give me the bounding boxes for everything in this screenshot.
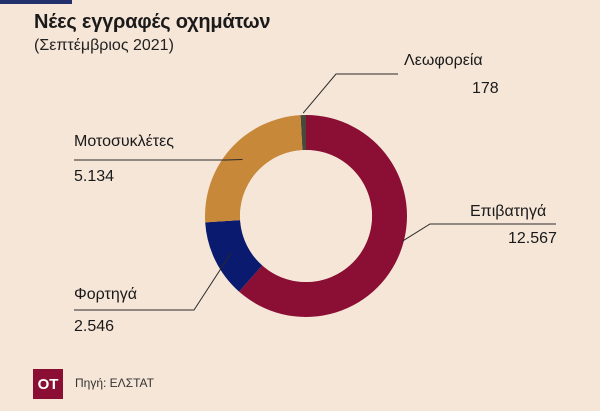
leader-buses [302, 73, 398, 114]
slice-buses [300, 115, 306, 151]
slice-passenger-cars [239, 115, 407, 317]
source-note: Πηγή: ΕΛΣΤΑΤ [75, 376, 155, 390]
value-passenger-cars: 12.567 [508, 230, 557, 247]
slice-trucks [205, 220, 263, 292]
value-buses: 178 [472, 80, 499, 97]
value-trucks: 2.546 [74, 318, 115, 335]
chart-subtitle: (Σεπτέμβριος 2021) [34, 37, 174, 54]
brand-logo: ΟΤ [33, 369, 63, 399]
label-passenger-cars: Επιβατηγά [470, 203, 547, 220]
donut-hole [240, 150, 372, 282]
top-accent-bar [0, 0, 72, 4]
label-trucks: Φορτηγά [74, 286, 138, 303]
slice-motorcycles [205, 115, 303, 223]
label-motorcycles: Μοτοσυκλέτες [74, 133, 174, 150]
leader-trucks [74, 252, 232, 311]
label-buses: Λεωφορεία [404, 52, 483, 69]
leader-passenger-cars [402, 223, 556, 242]
value-motorcycles: 5.134 [74, 168, 115, 185]
chart-title: Νέες εγγραφές οχημάτων [34, 11, 271, 33]
